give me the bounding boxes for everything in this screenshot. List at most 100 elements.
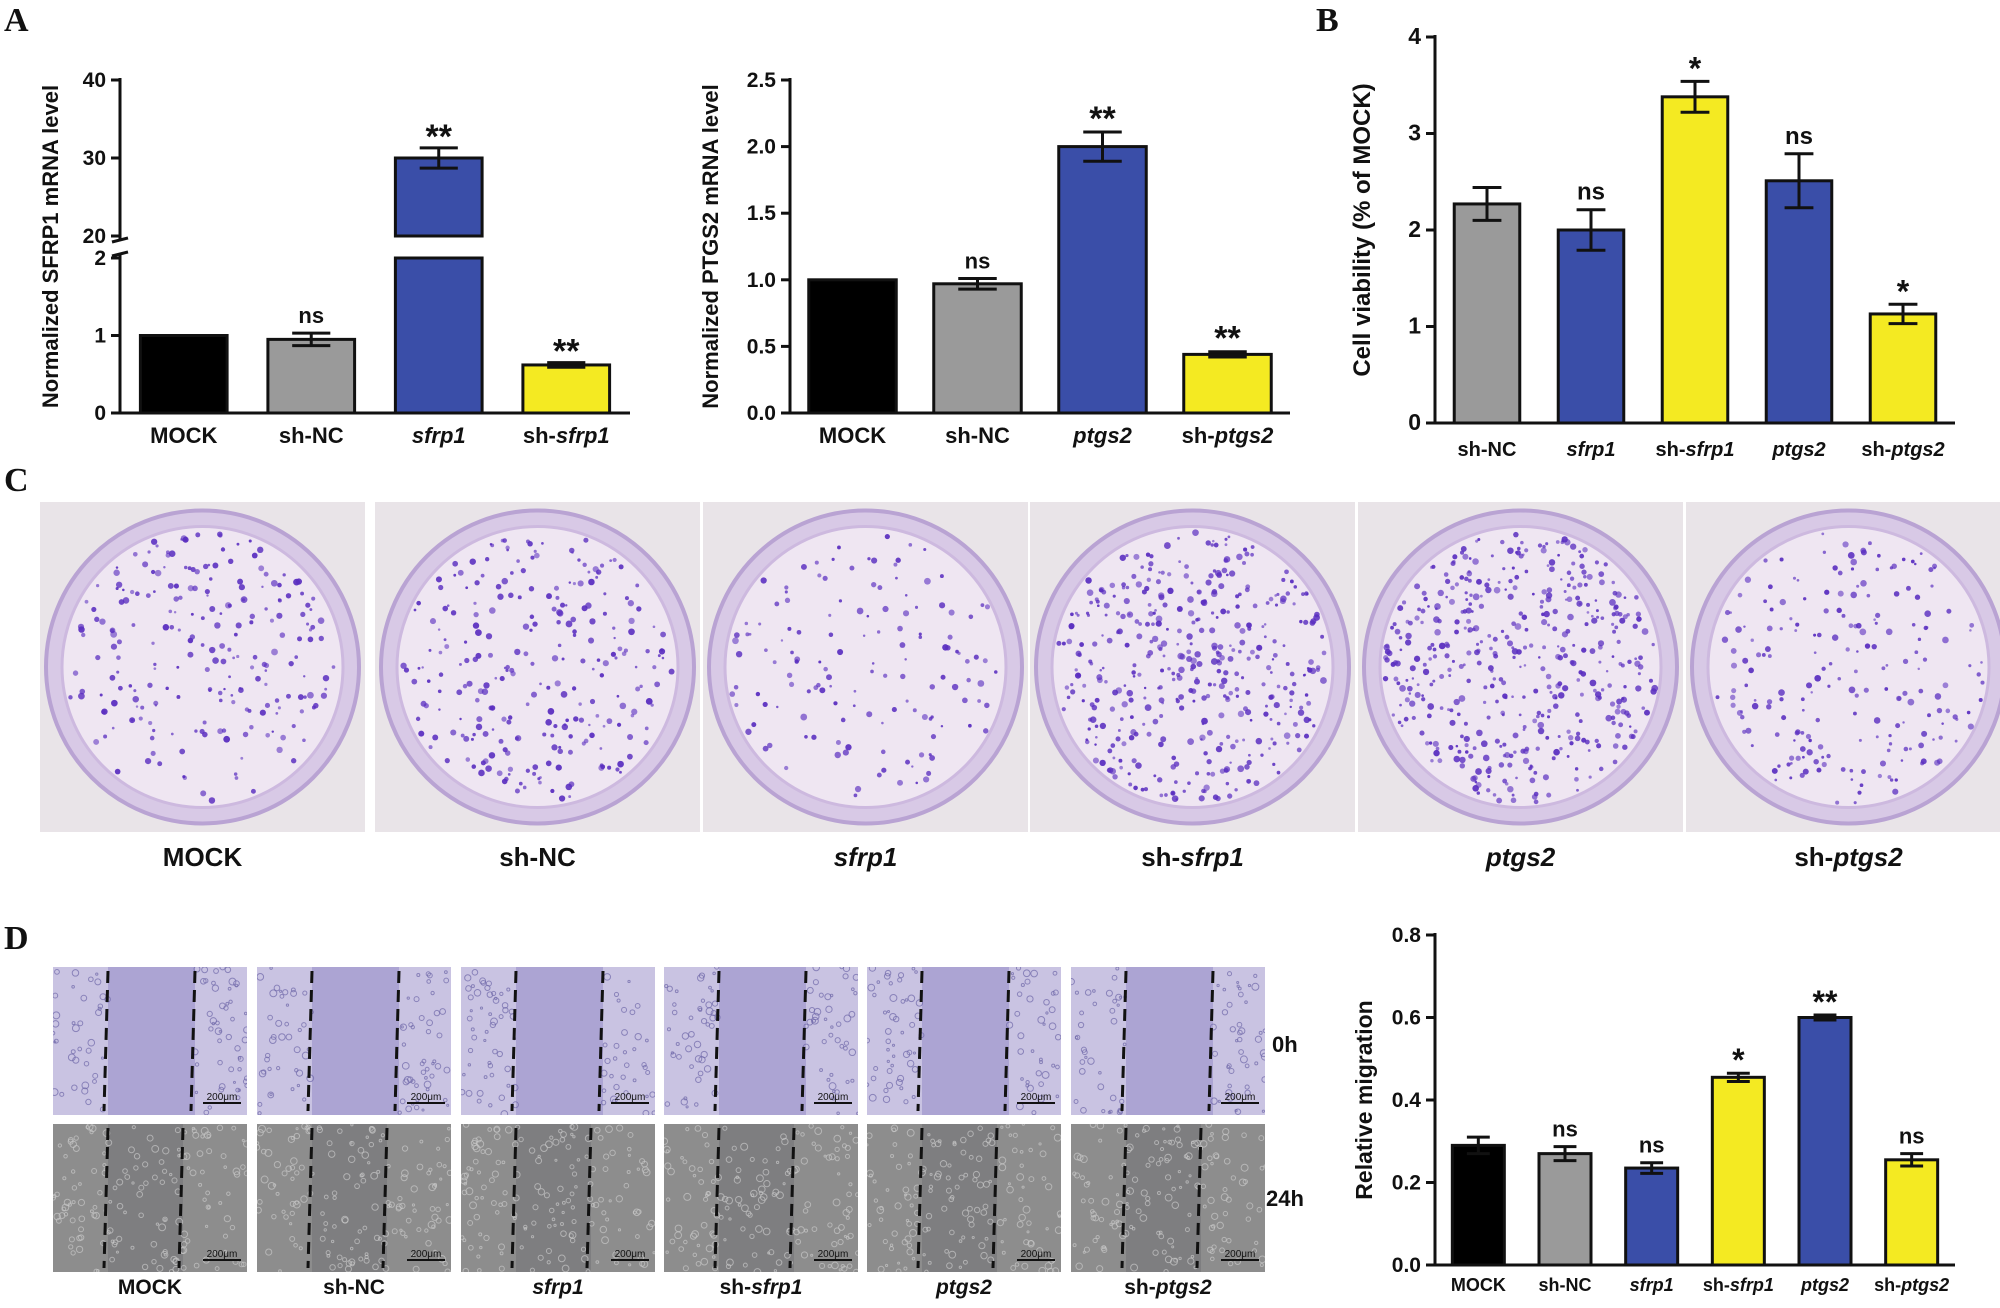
colony-plate	[375, 502, 700, 832]
y-tick-label: 30	[83, 147, 106, 170]
scratch-edge-line	[916, 1127, 924, 1269]
y-tick-label: 0.8	[1392, 924, 1422, 947]
x-tick-label: sfrp1	[412, 423, 466, 448]
x-tick-label: MOCK	[150, 423, 217, 448]
scratch-image-0h: 200μm	[53, 967, 247, 1115]
panel-letter-b: B	[1316, 2, 1339, 39]
scratch-image-0h: 200μm	[461, 967, 655, 1115]
bar	[1450, 1143, 1506, 1267]
scratch-edge-line	[713, 1127, 721, 1269]
scratch-edge-line	[510, 1127, 518, 1269]
plate-well	[60, 525, 345, 809]
colony-plate	[1030, 502, 1355, 832]
scratch-edge-line	[597, 970, 605, 1112]
significance-label: ns	[1899, 1124, 1925, 1149]
axis-break-mark	[111, 236, 129, 244]
scale-bar-label: 200μm	[615, 1092, 646, 1103]
x-tick-label: sh-NC	[1458, 439, 1517, 460]
y-tick-label: 0	[1408, 409, 1421, 435]
bar	[1710, 1075, 1766, 1267]
significance-label: **	[1089, 100, 1116, 138]
scratch-image-0h: 200μm	[1071, 967, 1265, 1115]
bar	[1057, 145, 1148, 415]
scratch-image-24h: 200μm	[461, 1124, 655, 1272]
x-tick-label: sh-NC	[945, 423, 1010, 448]
bar	[932, 282, 1023, 415]
y-tick-label: 1.0	[747, 269, 776, 292]
scratch-image-24h: 200μm	[867, 1124, 1061, 1272]
colony-plate-label: MOCK	[162, 842, 243, 872]
y-tick-label: 0.0	[1392, 1254, 1421, 1277]
colony-plate	[1686, 502, 2000, 832]
scratch-edge-line	[713, 970, 721, 1112]
scale-bar-label: 200μm	[1225, 1092, 1256, 1103]
y-tick-label: 0.0	[747, 402, 776, 425]
bar	[1797, 1016, 1853, 1267]
significance-label: ns	[1552, 1117, 1578, 1142]
scratch-edge-line	[306, 1127, 314, 1269]
y-tick-label: 2.5	[747, 69, 777, 92]
x-tick-label: sh-sfrp1	[1656, 439, 1735, 460]
chart-sfrp1-mrna: 0 1 220 30 40 MOCK ns sh-NC ** sfrp1 ** sh-sfrp1 Nor…	[38, 69, 630, 448]
time-label-24h: 24h	[1266, 1186, 1304, 1211]
significance-label: **	[1214, 320, 1241, 358]
colony-plate-label: sh-NC	[499, 842, 576, 872]
scratch-label: MOCK	[117, 1276, 183, 1299]
x-tick-label: MOCK	[1451, 1275, 1506, 1295]
bar	[1660, 95, 1730, 425]
x-tick-label: sfrp1	[1630, 1275, 1674, 1295]
y-tick-label: 1	[1408, 313, 1421, 339]
colony-plate-label: sh-ptgs2	[1794, 842, 1903, 872]
chart-ptgs2-mrna: 0.0 0.5 1.0 1.5 2.0 2.5 MOCK ns sh-NC ** ptgs2 ** sh…	[698, 69, 1290, 448]
scratch-edge-line	[1003, 970, 1011, 1112]
y-tick-label: 1.5	[747, 202, 777, 225]
bar	[138, 334, 229, 415]
chart-relative-migration: 0.0 0.2 0.4 0.6 0.8 MOCK ns sh-NC ns sfrp1 * sh-sfr…	[1351, 924, 1955, 1295]
y-tick-label: 0.2	[1392, 1172, 1421, 1195]
scale-bar-label: 200μm	[1021, 1092, 1052, 1103]
significance-label: **	[1813, 984, 1838, 1020]
colony-plate-label: sh-sfrp1	[1141, 842, 1244, 872]
scratch-label: sh-sfrp1	[719, 1276, 803, 1299]
x-tick-label: sh-ptgs2	[1182, 423, 1274, 448]
plate-well	[723, 525, 1008, 809]
significance-label: ns	[298, 303, 324, 328]
y-axis-label: Cell viability (% of MOCK)	[1349, 83, 1376, 376]
bar-lower-segment	[393, 256, 484, 415]
panel-letter-c: C	[4, 462, 29, 499]
bar	[393, 156, 484, 238]
y-tick-label: 20	[83, 225, 106, 248]
bar	[1182, 352, 1273, 415]
scale-bar-label: 200μm	[818, 1092, 849, 1103]
significance-label: ns	[1785, 123, 1813, 150]
time-label-0h: 0h	[1272, 1032, 1298, 1057]
y-tick-label: 3	[1408, 120, 1421, 146]
scratch-edge-line	[1120, 1127, 1128, 1269]
scratch-edge-line	[510, 970, 518, 1112]
axis-break-mark	[111, 250, 129, 258]
x-tick-label: sh-NC	[279, 423, 344, 448]
significance-label: *	[1897, 273, 1910, 309]
scratch-label: sh-NC	[323, 1276, 385, 1299]
y-axis-label: Normalized PTGS2 mRNA level	[698, 84, 723, 408]
scratch-image-0h: 200μm	[867, 967, 1061, 1115]
colony-plate-label: ptgs2	[1485, 842, 1556, 872]
scale-bar-label: 200μm	[818, 1249, 849, 1260]
panel-letter-d: D	[4, 920, 29, 957]
scale-bar-label: 200μm	[1021, 1249, 1052, 1260]
scale-bar-label: 200μm	[1225, 1249, 1256, 1260]
y-tick-label: 0.4	[1392, 1089, 1422, 1112]
panel-letter-a: A	[4, 2, 29, 39]
y-tick-label: 2.0	[747, 136, 776, 159]
x-tick-label: ptgs2	[1800, 1275, 1849, 1295]
y-tick-label: 1	[94, 325, 106, 348]
y-axis-label: Relative migration	[1351, 1000, 1377, 1199]
scratch-edge-line	[585, 1127, 593, 1269]
colony-plate	[703, 502, 1028, 832]
bar	[1452, 202, 1522, 425]
y-tick-label: 0.6	[1392, 1007, 1421, 1030]
scratch-edge-line	[1195, 1127, 1203, 1269]
x-tick-label: ptgs2	[1771, 439, 1825, 460]
scale-bar-label: 200μm	[411, 1092, 442, 1103]
x-tick-label: sh-sfrp1	[1703, 1275, 1774, 1295]
